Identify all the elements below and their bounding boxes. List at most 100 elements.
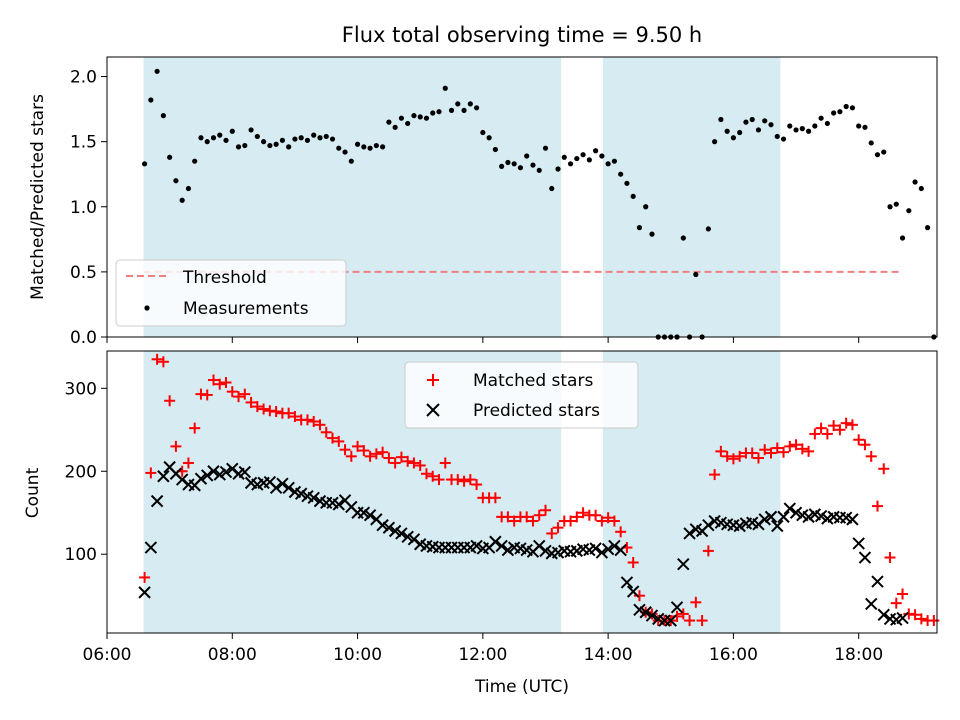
measurement-point	[192, 158, 198, 164]
matched-stars-points	[139, 353, 940, 627]
matched-star-point	[527, 515, 539, 527]
measurement-point	[173, 178, 179, 184]
matched-star-point	[546, 527, 558, 539]
predicted-star-point	[495, 539, 508, 553]
x-tick-label: 18:00	[834, 645, 883, 665]
measurement-point	[517, 165, 524, 171]
matched-star-point	[684, 615, 696, 627]
measurement-point	[636, 225, 643, 231]
matched-star-point	[571, 511, 583, 523]
legend-threshold-label: Threshold	[182, 268, 267, 288]
matched-star-point	[414, 459, 426, 471]
predicted-star-point	[601, 543, 615, 556]
predicted-star-point	[771, 519, 784, 533]
measurement-points	[141, 68, 937, 340]
measurement-point	[906, 208, 912, 214]
measurement-point	[367, 145, 373, 151]
measurement-point	[229, 128, 235, 134]
matched-star-point	[878, 463, 890, 475]
measurement-point	[624, 180, 630, 186]
predicted-star-point	[238, 465, 252, 479]
matched-star-point	[314, 419, 326, 431]
predicted-star-point	[363, 509, 377, 522]
matched-star-point	[452, 474, 464, 486]
predicted-star-point	[489, 535, 502, 548]
matched-star-point	[871, 500, 883, 512]
measurement-point	[392, 124, 398, 130]
predicted-star-point	[219, 465, 233, 479]
matched-star-point	[420, 468, 432, 480]
measurement-point	[818, 115, 824, 121]
measurement-point	[273, 141, 279, 147]
y-tick-label: 100	[65, 545, 97, 565]
measurement-point	[204, 139, 210, 145]
measurement-point	[323, 133, 329, 140]
measurement-point	[261, 139, 267, 145]
matched-star-point	[834, 424, 846, 436]
measurement-point	[292, 136, 298, 142]
measurement-point	[160, 113, 166, 119]
matched-star-point	[201, 389, 213, 401]
bottom-x-axis: 06:00 08:00 10:00 12:00 14:00 16:00 18:00	[83, 633, 883, 665]
matched-star-point	[170, 440, 182, 452]
measurement-point	[787, 123, 793, 129]
predicted-star-point	[150, 494, 164, 508]
matched-star-point	[853, 434, 865, 446]
matched-star-point	[752, 452, 764, 464]
measurement-point	[286, 144, 292, 150]
measurement-point	[599, 153, 605, 159]
matched-star-point	[164, 395, 176, 407]
matched-star-point	[408, 457, 420, 469]
x-tick-label: 08:00	[208, 645, 257, 665]
bottom-legend-box	[404, 361, 639, 429]
y-tick-label: 0.5	[70, 263, 97, 283]
matched-star-point	[358, 445, 370, 457]
legend-matched-swatch	[427, 374, 439, 386]
measurement-point	[311, 132, 317, 138]
top-legend: Threshold Measurements	[115, 259, 347, 327]
predicted-star-point	[614, 543, 627, 557]
predicted-star-point	[276, 477, 289, 490]
predicted-star-point	[877, 608, 890, 621]
measurement-point	[555, 166, 561, 172]
matched-star-point	[709, 469, 721, 481]
measurement-point	[705, 226, 711, 232]
x-tick-label: 16:00	[709, 645, 758, 665]
predicted-star-point	[896, 611, 909, 625]
matched-star-point	[301, 414, 313, 426]
measurement-point	[461, 107, 467, 113]
top-y-axis-label: Matched/Predicted stars	[28, 94, 48, 300]
measurement-point	[279, 137, 285, 143]
measurement-point	[373, 142, 379, 149]
predicted-star-point	[282, 481, 295, 495]
predicted-star-point	[501, 543, 515, 557]
measurement-point	[574, 155, 580, 162]
predicted-star-point	[764, 510, 778, 524]
measurement-point	[511, 161, 517, 167]
matched-star-point	[458, 475, 470, 487]
matched-star-point	[333, 435, 345, 447]
matched-star-point	[377, 446, 389, 458]
measurement-point	[336, 145, 342, 151]
matched-star-point	[846, 419, 858, 431]
predicted-star-point	[388, 524, 402, 538]
predicted-star-point	[470, 539, 483, 553]
predicted-star-point	[802, 510, 815, 524]
matched-star-point	[671, 610, 683, 622]
measurement-point	[593, 148, 599, 154]
predicted-star-point	[138, 586, 151, 599]
measurement-point	[580, 152, 586, 158]
matched-star-point	[771, 442, 783, 454]
measurement-point	[887, 204, 893, 210]
matched-star-point	[370, 448, 382, 460]
measurement-point	[448, 107, 455, 113]
x-tick-label: 06:00	[83, 645, 132, 665]
measurement-point	[467, 101, 473, 107]
matched-star-point	[395, 451, 407, 463]
predicted-star-point	[357, 506, 371, 519]
measurement-point	[918, 185, 924, 192]
measurement-point	[793, 127, 799, 133]
predicted-star-point	[307, 491, 320, 505]
matched-star-point	[364, 450, 376, 462]
